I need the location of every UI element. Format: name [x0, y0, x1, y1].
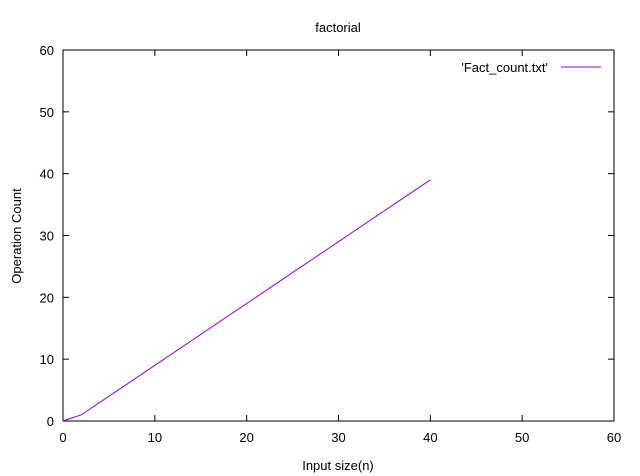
legend: 'Fact_count.txt'	[461, 60, 601, 75]
x-tick-label: 30	[331, 430, 345, 445]
x-tick-label: 20	[239, 430, 253, 445]
y-tick-label: 0	[47, 414, 54, 429]
x-tick-label: 50	[515, 430, 529, 445]
x-tick-label: 40	[423, 430, 437, 445]
plot-frame	[62, 49, 615, 422]
y-axis-label: Operation Count	[9, 188, 24, 284]
series-line	[62, 179, 431, 422]
y-tick-label: 40	[40, 167, 54, 182]
axis-ticks: 0 10 20 30 40 50 60 0 10 20 30 40 50 60	[40, 43, 622, 445]
y-tick-label: 10	[40, 352, 54, 367]
y-tick-label: 50	[40, 105, 54, 120]
legend-label: 'Fact_count.txt'	[461, 60, 548, 75]
y-tick-label: 30	[40, 229, 54, 244]
y-tick-label: 60	[40, 43, 54, 58]
x-tick-label: 0	[59, 430, 66, 445]
x-tick-label: 60	[607, 430, 621, 445]
x-axis-label: Input size(n)	[302, 458, 374, 473]
series-layer	[62, 179, 431, 422]
chart-title: factorial	[315, 20, 361, 35]
x-tick-label: 10	[148, 430, 162, 445]
y-tick-label: 20	[40, 290, 54, 305]
